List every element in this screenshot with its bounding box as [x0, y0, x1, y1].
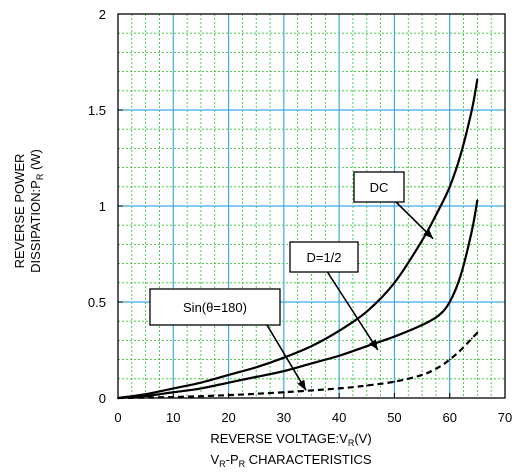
series-point-dc: [310, 345, 313, 348]
x-axis-label: REVERSE VOLTAGE:VR(V): [210, 431, 371, 448]
series-point-dc: [200, 381, 202, 384]
series-point-sin-180: [393, 380, 396, 383]
annotation-arrow-sin-180: [266, 324, 307, 391]
series-point-sin-180: [459, 349, 462, 351]
y-tick-labels: 0 0.5 1 1.5 2: [88, 7, 106, 406]
y-axis-label-line2: DISSIPATION:PR (W): [28, 149, 45, 273]
series-point-d-1-2: [459, 274, 462, 277]
annotation-arrowhead-sin-180: [297, 379, 306, 391]
y-tick-label: 1: [99, 199, 106, 214]
series-point-d-1-2: [227, 381, 230, 384]
series-point-dc: [282, 356, 285, 359]
series-point-d-1-2: [200, 387, 202, 390]
series-point-sin-180: [172, 396, 175, 398]
series-point-dc: [365, 310, 368, 313]
series-point-sin-180: [338, 387, 341, 390]
annotation-box-d-1-2: [289, 241, 359, 273]
x-tick-label: 50: [387, 410, 401, 425]
annotation-label-d-1-2: D=1/2: [306, 250, 341, 265]
annotation-box-sin-180: [149, 288, 281, 326]
series-point-sin-180: [227, 394, 230, 397]
series-point-dc: [255, 366, 258, 369]
series-point-dc: [448, 185, 451, 188]
y-tick-label: 0.5: [88, 295, 106, 310]
series-point-sin-180: [365, 384, 368, 387]
series-point-dc: [476, 78, 479, 81]
series-point-d-1-2: [282, 370, 285, 373]
series-point-d-1-2: [338, 354, 341, 357]
series-point-dc: [393, 281, 396, 284]
annotation-label-sin-180: Sin(θ=180): [183, 300, 247, 315]
y-tick-label: 0: [99, 391, 106, 406]
annotation-label-dc: DC: [370, 180, 389, 195]
series-point-d-1-2: [255, 375, 258, 378]
series-point-d-1-2: [144, 395, 147, 397]
series-point-dc: [172, 387, 175, 390]
annotation-layer: DC D=1/2 Sin(θ=180): [149, 171, 434, 391]
x-tick-labels: 0 10 20 30 40 50 60 70: [114, 410, 512, 425]
series-point-d-1-2: [310, 362, 313, 365]
annotation-arrow-d-1-2: [326, 271, 379, 351]
x-tick-label: 70: [498, 410, 512, 425]
series-point-d-1-2: [172, 391, 175, 394]
y-tick-label: 1.5: [88, 103, 106, 118]
y-axis-label-line1: REVERSE POWER: [12, 154, 27, 269]
series-point-dc: [470, 109, 473, 111]
annotation-arrowhead-dc: [423, 228, 434, 239]
annotation-arrowhead-d-1-2: [369, 339, 378, 350]
series-point-sin-180: [476, 331, 479, 334]
x-tick-label: 30: [277, 410, 291, 425]
series-point-sin-180: [117, 397, 119, 399]
series-point-d-1-2: [437, 314, 440, 317]
series-point-d-1-2: [448, 301, 451, 303]
x-tick-label: 20: [221, 410, 235, 425]
x-tick-label: 10: [166, 410, 180, 425]
series-point-dc: [437, 208, 440, 211]
series-point-d-1-2: [365, 345, 368, 348]
x-tick-label: 60: [442, 410, 456, 425]
series-point-sin-180: [448, 358, 451, 361]
chart-caption: VR-PR CHARACTERISTICS: [210, 452, 371, 469]
series-point-dc: [338, 329, 341, 332]
series-point-dc: [144, 393, 147, 396]
series-point-sin-180: [470, 337, 473, 340]
series-point-sin-180: [437, 366, 440, 369]
series-point-dc: [421, 239, 423, 242]
series-point-sin-180: [421, 374, 423, 376]
annotation-box-dc: [353, 171, 405, 203]
x-tick-label: 40: [332, 410, 346, 425]
series-point-sin-180: [282, 391, 285, 394]
series-point-dc: [227, 374, 230, 376]
series-point-dc: [459, 153, 462, 156]
x-tick-label: 0: [114, 410, 121, 425]
y-tick-label: 2: [99, 7, 106, 22]
series-layer: [117, 78, 479, 400]
series-point-d-1-2: [421, 324, 423, 326]
series-point-d-1-2: [476, 199, 479, 202]
series-point-d-1-2: [393, 335, 396, 338]
series-point-d-1-2: [470, 230, 473, 232]
